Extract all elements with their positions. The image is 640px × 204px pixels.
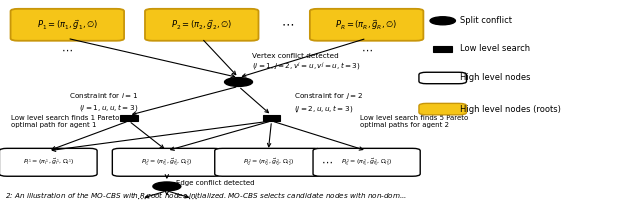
Text: $\cdots$: $\cdots$ [361, 45, 372, 55]
FancyBboxPatch shape [145, 9, 259, 41]
Text: Vertex conflict detected
$(i=1, j=2, v^i=u, v^j=u, t=3)$: Vertex conflict detected $(i=1, j=2, v^i… [252, 53, 361, 73]
FancyBboxPatch shape [215, 148, 322, 176]
Bar [120, 115, 138, 121]
FancyBboxPatch shape [313, 148, 420, 176]
Text: $\cdots$: $\cdots$ [136, 192, 147, 202]
Text: $P_{l^1} = (\pi_{l^1}, \vec{g}_{l^1}, \Omega_{l^1})$: $P_{l^1} = (\pi_{l^1}, \vec{g}_{l^1}, \O… [22, 157, 74, 167]
FancyBboxPatch shape [310, 9, 424, 41]
Circle shape [153, 182, 181, 191]
Bar [433, 46, 452, 52]
Text: $P_{l_1^2} = (\pi_{l_1^2}, \vec{g}_{l_1^2}, \Omega_{l_1^2})$: $P_{l_1^2} = (\pi_{l_1^2}, \vec{g}_{l_1^… [141, 157, 193, 168]
Text: Constraint for $j=2$
$(j=2, u, u, t=3)$: Constraint for $j=2$ $(j=2, u, u, t=3)$ [294, 91, 363, 114]
Text: Split conflict: Split conflict [460, 16, 513, 25]
Text: $P_{l_2^2} = (\pi_{l_2^2}, \vec{g}_{l_2^2}, \Omega_{l_2^2})$: $P_{l_2^2} = (\pi_{l_2^2}, \vec{g}_{l_2^… [243, 157, 294, 168]
FancyBboxPatch shape [419, 72, 467, 84]
FancyBboxPatch shape [419, 103, 467, 115]
Text: 2: An illustration of the MO-CBS with $R$ root nodes initialized. MO-CBS selects: 2: An illustration of the MO-CBS with $R… [5, 191, 408, 201]
Text: High level nodes: High level nodes [460, 73, 531, 82]
FancyBboxPatch shape [113, 148, 221, 176]
Text: $\cdots$: $\cdots$ [61, 45, 73, 55]
Bar [262, 115, 280, 121]
Circle shape [430, 17, 456, 25]
Circle shape [225, 78, 252, 86]
Text: Low level search: Low level search [460, 44, 531, 53]
FancyBboxPatch shape [10, 9, 124, 41]
Text: $P_1 = (\pi_1, \vec{g}_1, \emptyset)$: $P_1 = (\pi_1, \vec{g}_1, \emptyset)$ [36, 18, 98, 32]
Text: High level nodes (roots): High level nodes (roots) [460, 105, 561, 114]
Text: $\cdots$: $\cdots$ [281, 17, 294, 30]
Text: Constraint for $i=1$
$(i=1, u, u, t=3)$: Constraint for $i=1$ $(i=1, u, u, t=3)$ [69, 91, 138, 113]
Text: $P_{l_5^2} = (\pi_{l_5^2}, \vec{g}_{l_5^2}, \Omega_{l_5^2})$: $P_{l_5^2} = (\pi_{l_5^2}, \vec{g}_{l_5^… [341, 157, 392, 168]
Text: $\cdots$: $\cdots$ [321, 156, 333, 166]
Text: Edge conflict detected: Edge conflict detected [177, 180, 255, 186]
Text: Low level search finds 1 Pareto
optimal path for agent 1: Low level search finds 1 Pareto optimal … [12, 115, 120, 128]
Text: $P_2 = (\pi_2, \vec{g}_2, \emptyset)$: $P_2 = (\pi_2, \vec{g}_2, \emptyset)$ [171, 18, 232, 32]
Text: $P_R = (\pi_R, \vec{g}_R, \emptyset)$: $P_R = (\pi_R, \vec{g}_R, \emptyset)$ [335, 18, 398, 32]
Text: $\cdots$: $\cdots$ [187, 192, 198, 202]
Text: Low level search finds 5 Pareto
optimal paths for agent 2: Low level search finds 5 Pareto optimal … [360, 115, 468, 128]
FancyBboxPatch shape [0, 148, 97, 176]
